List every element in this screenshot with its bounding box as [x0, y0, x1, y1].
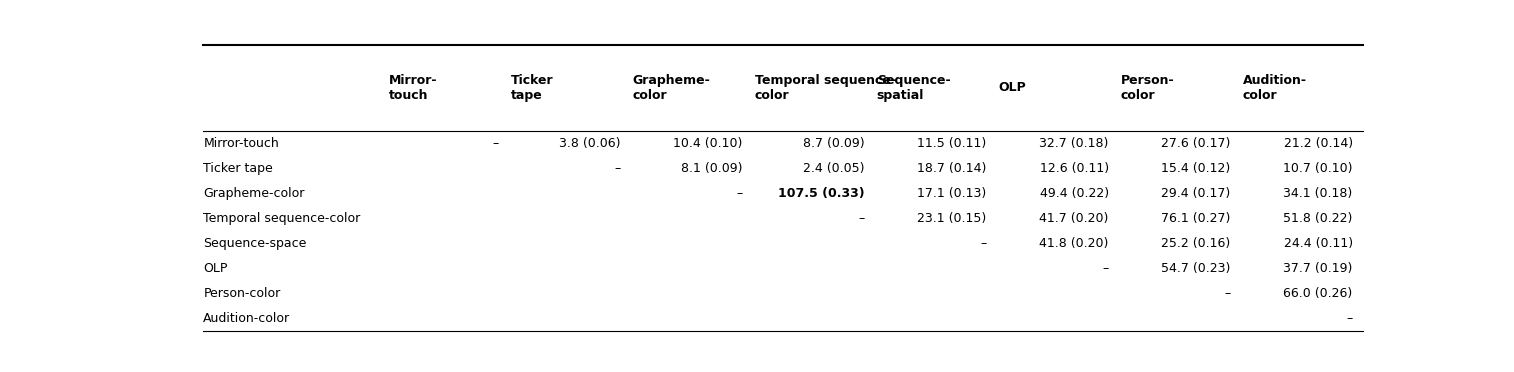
- Text: 41.7 (0.20): 41.7 (0.20): [1039, 212, 1108, 225]
- Text: 21.2 (0.14): 21.2 (0.14): [1284, 137, 1352, 150]
- Text: 8.7 (0.09): 8.7 (0.09): [802, 137, 864, 150]
- Text: Ticker
tape: Ticker tape: [510, 74, 554, 102]
- Text: 3.8 (0.06): 3.8 (0.06): [559, 137, 621, 150]
- Text: –: –: [1102, 262, 1108, 275]
- Text: Audition-color: Audition-color: [203, 312, 291, 325]
- Text: 107.5 (0.33): 107.5 (0.33): [778, 187, 864, 200]
- Text: Mirror-touch: Mirror-touch: [203, 137, 279, 150]
- Text: 15.4 (0.12): 15.4 (0.12): [1161, 162, 1231, 175]
- Text: 10.7 (0.10): 10.7 (0.10): [1284, 162, 1352, 175]
- Text: 12.6 (0.11): 12.6 (0.11): [1040, 162, 1108, 175]
- Text: 25.2 (0.16): 25.2 (0.16): [1161, 237, 1231, 250]
- Text: Ticker tape: Ticker tape: [203, 162, 273, 175]
- Text: 8.1 (0.09): 8.1 (0.09): [681, 162, 742, 175]
- Text: 29.4 (0.17): 29.4 (0.17): [1161, 187, 1231, 200]
- Text: 34.1 (0.18): 34.1 (0.18): [1284, 187, 1352, 200]
- Text: 10.4 (0.10): 10.4 (0.10): [674, 137, 742, 150]
- Text: 2.4 (0.05): 2.4 (0.05): [802, 162, 864, 175]
- Text: 37.7 (0.19): 37.7 (0.19): [1284, 262, 1352, 275]
- Text: 17.1 (0.13): 17.1 (0.13): [917, 187, 987, 200]
- Text: 41.8 (0.20): 41.8 (0.20): [1039, 237, 1108, 250]
- Text: –: –: [736, 187, 742, 200]
- Text: OLP: OLP: [999, 81, 1026, 94]
- Text: 66.0 (0.26): 66.0 (0.26): [1284, 287, 1352, 300]
- Text: Audition-
color: Audition- color: [1243, 74, 1307, 102]
- Text: Temporal sequence-color: Temporal sequence-color: [203, 212, 360, 225]
- Text: 51.8 (0.22): 51.8 (0.22): [1284, 212, 1352, 225]
- Text: Temporal sequence-
color: Temporal sequence- color: [755, 74, 896, 102]
- Text: 54.7 (0.23): 54.7 (0.23): [1161, 262, 1231, 275]
- Text: –: –: [981, 237, 987, 250]
- Text: –: –: [858, 212, 864, 225]
- Text: –: –: [1225, 287, 1231, 300]
- Text: Person-color: Person-color: [203, 287, 280, 300]
- Text: 32.7 (0.18): 32.7 (0.18): [1039, 137, 1108, 150]
- Text: Mirror-
touch: Mirror- touch: [389, 74, 438, 102]
- Text: –: –: [1346, 312, 1352, 325]
- Text: Grapheme-color: Grapheme-color: [203, 187, 304, 200]
- Text: Grapheme-
color: Grapheme- color: [633, 74, 710, 102]
- Text: 76.1 (0.27): 76.1 (0.27): [1161, 212, 1231, 225]
- Text: 11.5 (0.11): 11.5 (0.11): [917, 137, 987, 150]
- Text: 27.6 (0.17): 27.6 (0.17): [1161, 137, 1231, 150]
- Text: –: –: [615, 162, 621, 175]
- Text: 18.7 (0.14): 18.7 (0.14): [917, 162, 987, 175]
- Text: OLP: OLP: [203, 262, 227, 275]
- Text: Sequence-
spatial: Sequence- spatial: [877, 74, 951, 102]
- Text: 23.1 (0.15): 23.1 (0.15): [917, 212, 987, 225]
- Text: Sequence-space: Sequence-space: [203, 237, 307, 250]
- Text: 49.4 (0.22): 49.4 (0.22): [1040, 187, 1108, 200]
- Text: –: –: [492, 137, 498, 150]
- Text: Person-
color: Person- color: [1120, 74, 1175, 102]
- Text: 24.4 (0.11): 24.4 (0.11): [1284, 237, 1352, 250]
